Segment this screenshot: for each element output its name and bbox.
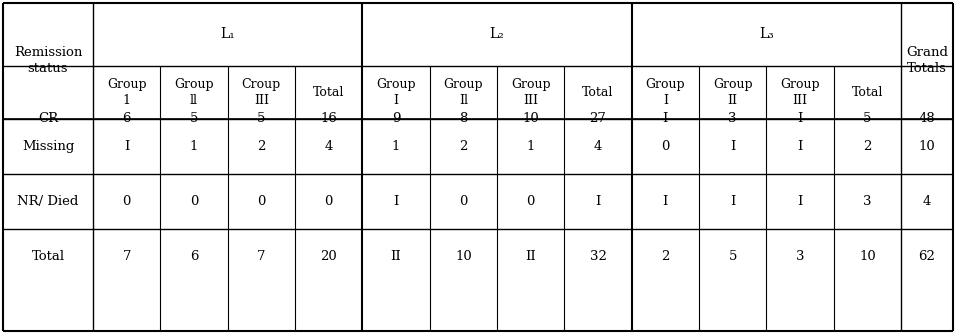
Text: NR/ Died: NR/ Died — [17, 195, 78, 208]
Text: 6: 6 — [122, 113, 131, 126]
Text: I: I — [730, 195, 735, 208]
Text: I: I — [124, 140, 129, 153]
Text: 4: 4 — [923, 195, 931, 208]
Text: 0: 0 — [527, 195, 534, 208]
Text: 48: 48 — [919, 113, 935, 126]
Text: 1: 1 — [190, 140, 198, 153]
Text: 3: 3 — [795, 250, 804, 263]
Text: I: I — [730, 140, 735, 153]
Text: Total: Total — [852, 86, 883, 99]
Text: Total: Total — [313, 86, 344, 99]
Text: 3: 3 — [728, 113, 737, 126]
Text: 5: 5 — [728, 250, 737, 263]
Text: 8: 8 — [459, 113, 467, 126]
Text: 4: 4 — [594, 140, 602, 153]
Text: 2: 2 — [662, 250, 669, 263]
Text: 0: 0 — [662, 140, 669, 153]
Text: Group
III: Group III — [780, 78, 820, 107]
Text: Missing: Missing — [22, 140, 75, 153]
Text: 20: 20 — [320, 250, 337, 263]
Text: 2: 2 — [459, 140, 467, 153]
Text: 0: 0 — [324, 195, 333, 208]
Text: I: I — [663, 113, 668, 126]
Text: 62: 62 — [919, 250, 935, 263]
Text: I: I — [797, 140, 803, 153]
Text: 16: 16 — [320, 113, 337, 126]
Text: 9: 9 — [392, 113, 401, 126]
Text: Total: Total — [32, 250, 65, 263]
Text: Croup
III: Croup III — [242, 78, 281, 107]
Text: 1: 1 — [527, 140, 534, 153]
Text: Group
I: Group I — [377, 78, 416, 107]
Text: 2: 2 — [863, 140, 872, 153]
Text: L₃: L₃ — [759, 27, 773, 41]
Text: 0: 0 — [190, 195, 198, 208]
Text: L₂: L₂ — [489, 27, 505, 41]
Text: Group
III: Group III — [511, 78, 551, 107]
Text: 5: 5 — [863, 113, 872, 126]
Text: Remission
status: Remission status — [13, 46, 82, 75]
Text: I: I — [797, 195, 803, 208]
Text: 0: 0 — [257, 195, 266, 208]
Text: 5: 5 — [257, 113, 266, 126]
Text: 3: 3 — [863, 195, 872, 208]
Text: 10: 10 — [455, 250, 471, 263]
Text: 10: 10 — [919, 140, 935, 153]
Text: 10: 10 — [522, 113, 539, 126]
Text: Group
Il: Group Il — [444, 78, 483, 107]
Text: L₁: L₁ — [220, 27, 235, 41]
Text: II: II — [391, 250, 402, 263]
Text: Group
1: Group 1 — [107, 78, 146, 107]
Text: 1: 1 — [392, 140, 401, 153]
Text: CR: CR — [38, 113, 58, 126]
Text: I: I — [596, 195, 600, 208]
Text: 0: 0 — [459, 195, 467, 208]
Text: Group
I: Group I — [645, 78, 685, 107]
Text: II: II — [525, 250, 536, 263]
Text: Group
ll: Group ll — [174, 78, 214, 107]
Text: 7: 7 — [122, 250, 131, 263]
Text: Total: Total — [582, 86, 614, 99]
Text: 4: 4 — [324, 140, 333, 153]
Text: I: I — [797, 113, 803, 126]
Text: 0: 0 — [122, 195, 131, 208]
Text: 27: 27 — [590, 113, 606, 126]
Text: 7: 7 — [257, 250, 266, 263]
Text: I: I — [393, 195, 399, 208]
Text: 5: 5 — [190, 113, 198, 126]
Text: Grand
Totals: Grand Totals — [906, 46, 948, 75]
Text: 32: 32 — [590, 250, 606, 263]
Text: 2: 2 — [257, 140, 266, 153]
Text: 10: 10 — [858, 250, 876, 263]
Text: I: I — [663, 195, 668, 208]
Text: 6: 6 — [189, 250, 198, 263]
Text: Group
II: Group II — [713, 78, 752, 107]
